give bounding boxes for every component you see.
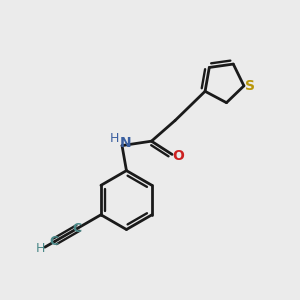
Text: O: O [172,149,184,163]
Text: C: C [49,235,58,248]
Text: H: H [36,242,45,255]
Text: S: S [245,79,255,93]
Text: C: C [72,221,81,235]
Text: N: N [120,136,131,150]
Text: H: H [110,132,119,145]
